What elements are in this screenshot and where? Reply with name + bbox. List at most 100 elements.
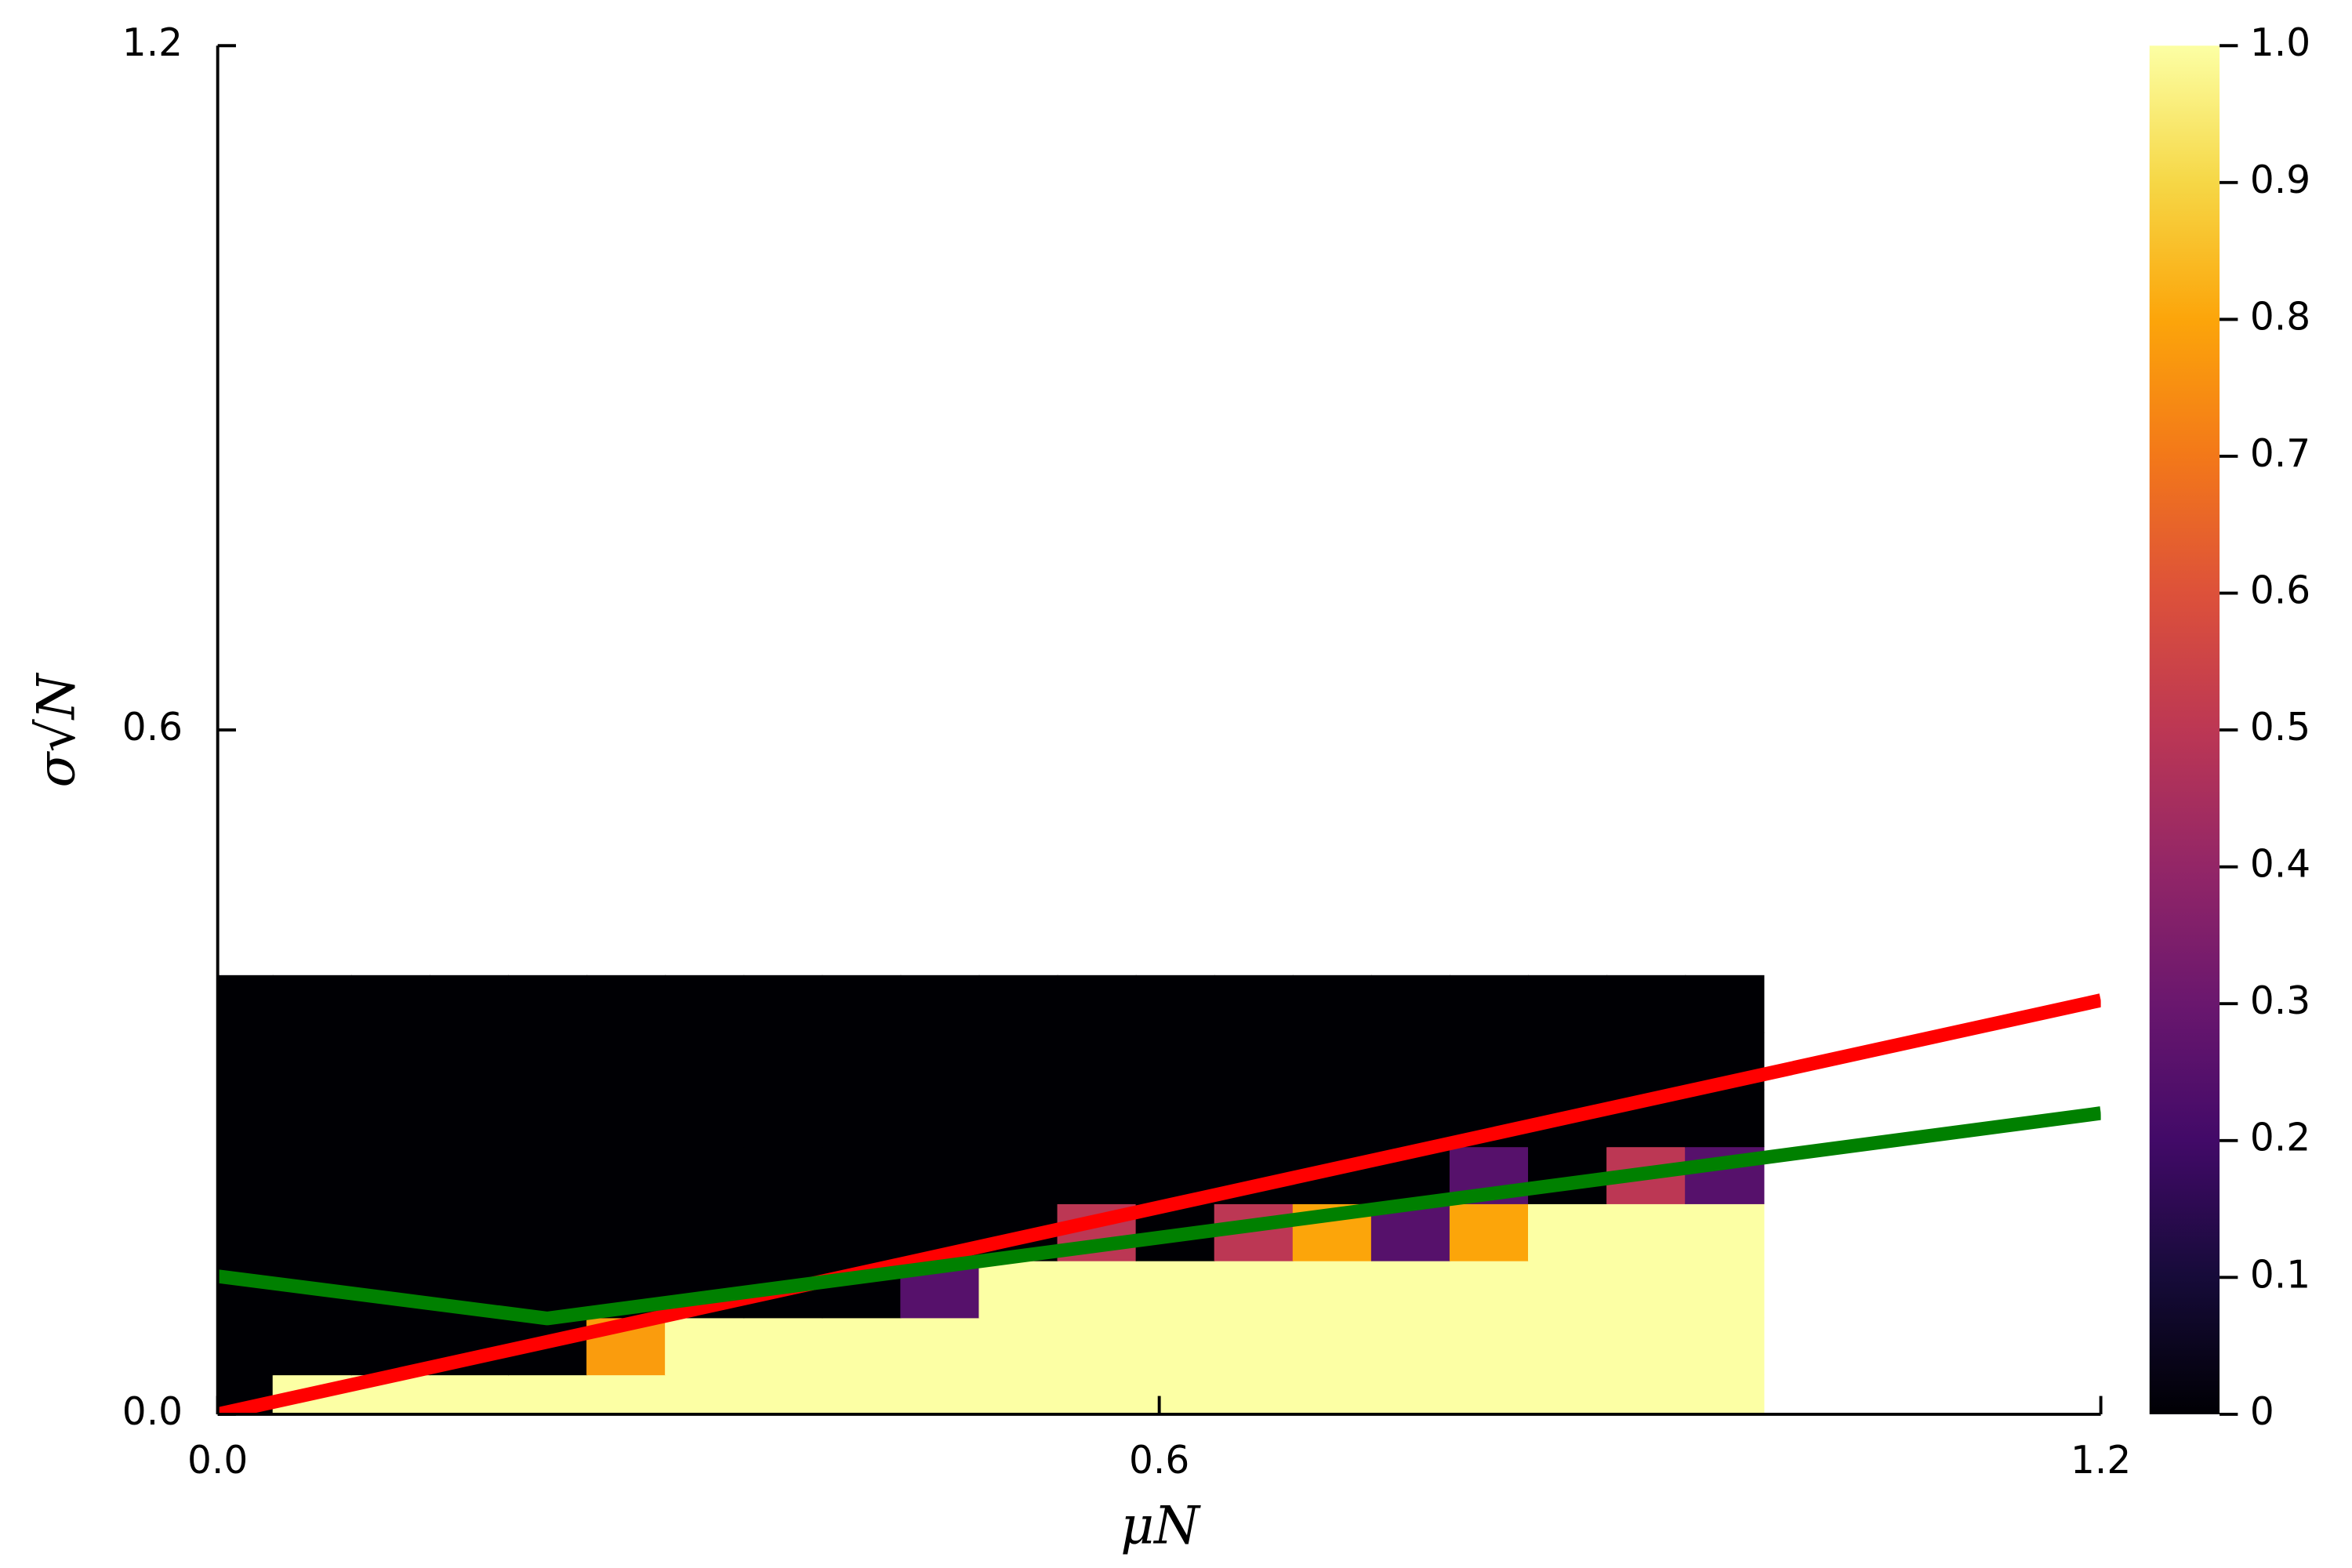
- heatmap-cell: [272, 1317, 352, 1376]
- heatmap-cell: [1606, 1374, 1686, 1414]
- heatmap-cell: [1135, 1089, 1215, 1148]
- heatmap-cell: [586, 1032, 666, 1091]
- heatmap-cell: [1057, 1260, 1137, 1319]
- heatmap-cell: [822, 1374, 902, 1414]
- heatmap-cell: [1057, 1032, 1137, 1091]
- heatmap-cell: [978, 1374, 1058, 1414]
- heatmap-cell: [507, 1374, 588, 1414]
- heatmap-cell: [665, 1032, 745, 1091]
- colorbar-tick-label: 1.0: [2250, 21, 2310, 65]
- heatmap-cell: [429, 1089, 510, 1148]
- heatmap-cell: [1292, 975, 1373, 1033]
- y-tick-label: 0.6: [122, 706, 183, 750]
- heatmap-cell: [1606, 1260, 1686, 1319]
- heatmap-cell: [1057, 1089, 1137, 1148]
- x-tick-label: 0.6: [1129, 1439, 1189, 1483]
- heatmap-cell: [900, 1317, 980, 1376]
- line: [217, 1106, 2101, 1326]
- heatmap-cell: [1449, 975, 1530, 1033]
- heatmap-cell: [743, 975, 823, 1033]
- heatmap-cell: [217, 1260, 274, 1319]
- heatmap-cell: [586, 975, 666, 1033]
- heatmap-cell: [350, 1146, 431, 1204]
- heatmap-cell: [1370, 1032, 1451, 1091]
- heatmap-cell: [822, 1317, 902, 1376]
- heatmap-cell: [1214, 1089, 1294, 1148]
- heatmap-cell: [1606, 1317, 1686, 1376]
- heatmap-cell: [978, 1317, 1058, 1376]
- heatmap-cell: [665, 1317, 745, 1376]
- heatmap-cell: [1057, 1374, 1137, 1414]
- heatmap-cell: [743, 1374, 823, 1414]
- heatmap-cell: [217, 1089, 274, 1148]
- colorbar-tick-label: 0.8: [2250, 295, 2310, 339]
- heatmap-cell: [978, 1260, 1058, 1319]
- heatmap-cell: [217, 1032, 274, 1091]
- y-tick-label: 1.2: [122, 21, 183, 65]
- heatmap-cell: [507, 1089, 588, 1148]
- heatmap-cell: [1449, 1317, 1530, 1376]
- heatmap-cell: [1528, 1032, 1608, 1091]
- heatmap-cell: [1135, 1260, 1215, 1319]
- heatmap-cell: [1214, 975, 1294, 1033]
- heatmap-cell: [1685, 975, 1765, 1033]
- heatmap-cell: [586, 1374, 666, 1414]
- heatmap-cell: [1606, 1032, 1686, 1091]
- heatmap-cell: [1214, 1317, 1294, 1376]
- heatmap-cell: [1057, 1317, 1137, 1376]
- x-tick-label: 0.0: [187, 1439, 248, 1483]
- heatmap-cell: [429, 1203, 510, 1261]
- heatmap-cell: [1685, 1260, 1765, 1319]
- heatmap-cell: [1292, 1317, 1373, 1376]
- heatmap-cell: [822, 1203, 902, 1261]
- heatmap-cell: [1528, 1374, 1608, 1414]
- heatmap-cell: [1528, 975, 1608, 1033]
- heatmap-cell: [743, 1203, 823, 1261]
- heatmap-cell: [507, 1032, 588, 1091]
- heatmap-cell: [1449, 1260, 1530, 1319]
- heatmap-cell: [1449, 1374, 1530, 1414]
- heatmap-cell: [217, 1146, 274, 1204]
- heatmap-cell: [1214, 1032, 1294, 1091]
- heatmap-cell: [272, 1203, 352, 1261]
- heatmap-cell: [429, 975, 510, 1033]
- heatmap-cell: [1292, 1032, 1373, 1091]
- heatmap-cell: [586, 1146, 666, 1204]
- heatmap-cell: [1449, 1032, 1530, 1091]
- heatmap-cell: [978, 1032, 1058, 1091]
- heatmap-cell: [1685, 1203, 1765, 1261]
- heatmap-cell: [900, 975, 980, 1033]
- heatmap-cell: [429, 1374, 510, 1414]
- colorbar-tick-label: 0: [2250, 1390, 2274, 1434]
- y-axis-label: σ√N: [27, 672, 87, 787]
- colorbar-tick-label: 0.7: [2250, 432, 2310, 476]
- heatmap-cell: [1685, 1374, 1765, 1414]
- heatmap-cell: [665, 975, 745, 1033]
- heatmap-cell: [350, 1203, 431, 1261]
- heatmap-cell: [822, 975, 902, 1033]
- heatmap-cell: [1370, 1089, 1451, 1148]
- heatmap-cell: [822, 1032, 902, 1091]
- x-tick-label: 1.2: [2071, 1439, 2131, 1483]
- heatmap-cell: [665, 1374, 745, 1414]
- heatmap-cell: [1057, 1146, 1137, 1204]
- heatmap-cell: [1214, 1260, 1294, 1319]
- heatmap-cell: [1528, 1317, 1608, 1376]
- heatmap-cell: [429, 1146, 510, 1204]
- colorbar-tick-label: 0.1: [2250, 1253, 2310, 1297]
- heatmap-cell: [217, 1317, 274, 1376]
- heatmap-cell: [350, 975, 431, 1033]
- heatmap-cell: [1292, 1089, 1373, 1148]
- colorbar-tick-label: 0.2: [2250, 1116, 2310, 1160]
- heatmap-cell: [1292, 1260, 1373, 1319]
- heatmap-cell: [743, 1032, 823, 1091]
- heatmap-cell: [429, 1032, 510, 1091]
- colorbar-tick-label: 0.5: [2250, 706, 2310, 750]
- heatmap-cell: [586, 1089, 666, 1148]
- heatmap-cell: [1528, 1203, 1608, 1261]
- heatmap-cell: [743, 1089, 823, 1148]
- heatmap-cell: [978, 975, 1058, 1033]
- heatmap-cell: [822, 1146, 902, 1204]
- line: [217, 993, 2101, 1414]
